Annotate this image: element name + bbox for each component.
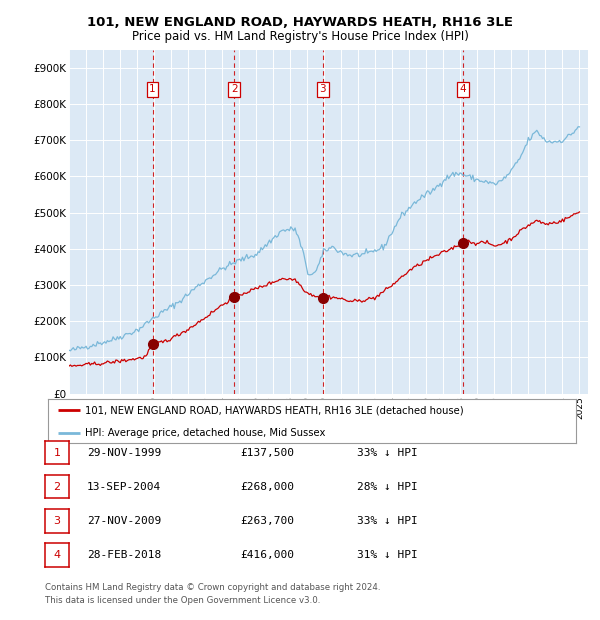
Text: 28-FEB-2018: 28-FEB-2018 <box>87 550 161 560</box>
Text: 2: 2 <box>231 84 238 94</box>
Text: Price paid vs. HM Land Registry's House Price Index (HPI): Price paid vs. HM Land Registry's House … <box>131 30 469 43</box>
Text: 27-NOV-2009: 27-NOV-2009 <box>87 516 161 526</box>
Text: £416,000: £416,000 <box>240 550 294 560</box>
Text: 4: 4 <box>460 84 466 94</box>
Text: 33% ↓ HPI: 33% ↓ HPI <box>357 516 418 526</box>
Text: HPI: Average price, detached house, Mid Sussex: HPI: Average price, detached house, Mid … <box>85 428 325 438</box>
Text: 2: 2 <box>53 482 61 492</box>
Text: 1: 1 <box>53 448 61 458</box>
Text: 33% ↓ HPI: 33% ↓ HPI <box>357 448 418 458</box>
Text: £263,700: £263,700 <box>240 516 294 526</box>
Text: Contains HM Land Registry data © Crown copyright and database right 2024.: Contains HM Land Registry data © Crown c… <box>45 583 380 592</box>
Text: 1: 1 <box>149 84 156 94</box>
Text: 4: 4 <box>53 550 61 560</box>
Text: 3: 3 <box>53 516 61 526</box>
Text: 3: 3 <box>319 84 326 94</box>
Text: £137,500: £137,500 <box>240 448 294 458</box>
Text: 101, NEW ENGLAND ROAD, HAYWARDS HEATH, RH16 3LE: 101, NEW ENGLAND ROAD, HAYWARDS HEATH, R… <box>87 16 513 29</box>
Text: £268,000: £268,000 <box>240 482 294 492</box>
Text: This data is licensed under the Open Government Licence v3.0.: This data is licensed under the Open Gov… <box>45 596 320 606</box>
Text: 28% ↓ HPI: 28% ↓ HPI <box>357 482 418 492</box>
Text: 31% ↓ HPI: 31% ↓ HPI <box>357 550 418 560</box>
Text: 29-NOV-1999: 29-NOV-1999 <box>87 448 161 458</box>
Text: 13-SEP-2004: 13-SEP-2004 <box>87 482 161 492</box>
Text: 101, NEW ENGLAND ROAD, HAYWARDS HEATH, RH16 3LE (detached house): 101, NEW ENGLAND ROAD, HAYWARDS HEATH, R… <box>85 405 464 415</box>
